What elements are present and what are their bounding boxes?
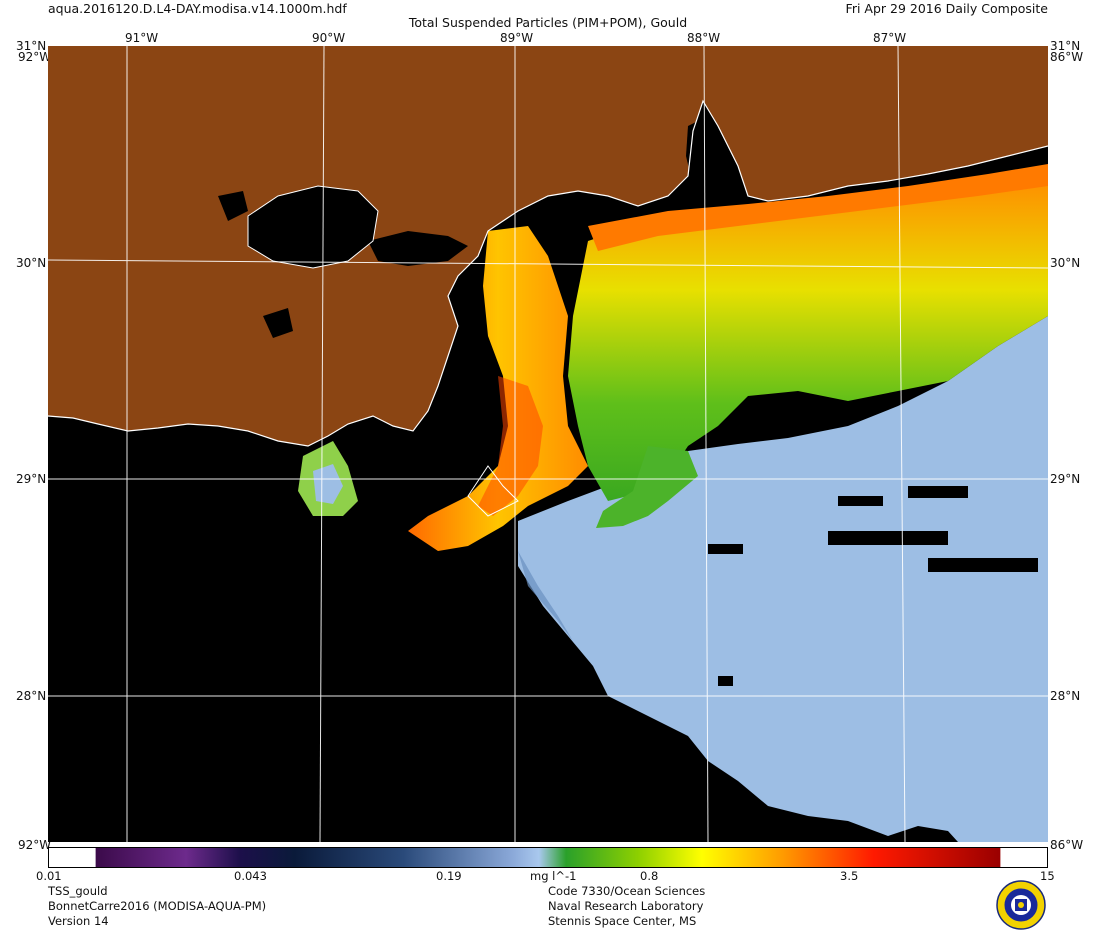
offshore-water <box>518 316 1048 842</box>
composite-date: Fri Apr 29 2016 Daily Composite <box>845 1 1048 16</box>
lat-label-left: 31°N <box>16 39 47 53</box>
dataset-name: BonnetCarre2016 (MODISA-AQUA-PM) <box>48 899 267 913</box>
land-mass <box>48 46 1048 446</box>
cloud-patch <box>708 544 743 554</box>
lat-label-right: 30°N <box>1050 256 1081 270</box>
org-name: Naval Research Laboratory <box>548 899 704 913</box>
river-plume <box>408 226 588 551</box>
lat-label-left: 29°N <box>16 472 47 486</box>
green-tongue <box>596 446 698 528</box>
lon-label-top: 87°W <box>873 31 907 45</box>
lon-label-top: 89°W <box>500 31 534 45</box>
cloud-patch <box>838 496 883 506</box>
inland-water <box>218 191 248 221</box>
file-name: aqua.2016120.D.L4-DAY.modisa.v14.1000m.h… <box>48 1 347 16</box>
corner-lon-label: 92°W <box>18 838 52 852</box>
plume-core <box>478 376 543 516</box>
corner-lon-label: 92°W <box>18 50 52 64</box>
western-turbid-core <box>313 464 343 504</box>
color-scale-bar <box>48 847 1048 868</box>
tss-map <box>48 46 1048 842</box>
lake-shoreline <box>247 185 379 269</box>
colorbar-tick-label: 15 <box>1040 869 1055 883</box>
cloud-patch <box>828 531 948 545</box>
map-panel[interactable] <box>48 46 1048 842</box>
inland-water <box>263 308 293 338</box>
lat-label-left: 28°N <box>16 689 47 703</box>
colorbar-tick-label: 3.5 <box>840 869 859 883</box>
corner-lon-label: 86°W <box>1050 50 1084 64</box>
nrl-seal-icon <box>996 880 1046 930</box>
colorbar-tick-label: 0.01 <box>36 869 62 883</box>
coastline <box>48 99 1048 447</box>
cloud-patch <box>718 676 733 686</box>
corner-lon-label: 86°W <box>1050 838 1084 852</box>
lat-label-right: 31°N <box>1050 39 1081 53</box>
colorbar-tick-label: 0.043 <box>234 869 267 883</box>
colorbar-tick-label: 0.19 <box>436 869 462 883</box>
lon-label-top: 88°W <box>687 31 721 45</box>
product-name: TSS_gould <box>48 884 108 898</box>
colorbar-unit: mg l^-1 <box>530 869 577 883</box>
coastal-orange-band <box>588 164 1048 251</box>
cloud-patch <box>908 486 968 498</box>
lon-label-top: 90°W <box>312 31 346 45</box>
delta-shoreline <box>467 465 519 517</box>
lat-label-left: 30°N <box>16 256 47 270</box>
cloud-patch <box>928 558 1038 572</box>
org-code: Code 7330/Ocean Sciences <box>548 884 706 898</box>
lake-pontchartrain <box>248 186 378 268</box>
lon-label-top: 91°W <box>125 31 159 45</box>
map-title: Total Suspended Particles (PIM+POM), Gou… <box>408 15 688 30</box>
org-location: Stennis Space Center, MS <box>548 914 697 928</box>
lat-label-right: 28°N <box>1050 689 1081 703</box>
colorbar-tick-label: 0.8 <box>640 869 659 883</box>
graticule <box>48 46 1048 842</box>
shelf-turbid-water <box>568 176 1048 501</box>
lake-borgne <box>368 231 468 266</box>
lat-label-right: 29°N <box>1050 472 1081 486</box>
version-label: Version 14 <box>48 914 109 928</box>
offshore-water-edge <box>518 551 573 641</box>
